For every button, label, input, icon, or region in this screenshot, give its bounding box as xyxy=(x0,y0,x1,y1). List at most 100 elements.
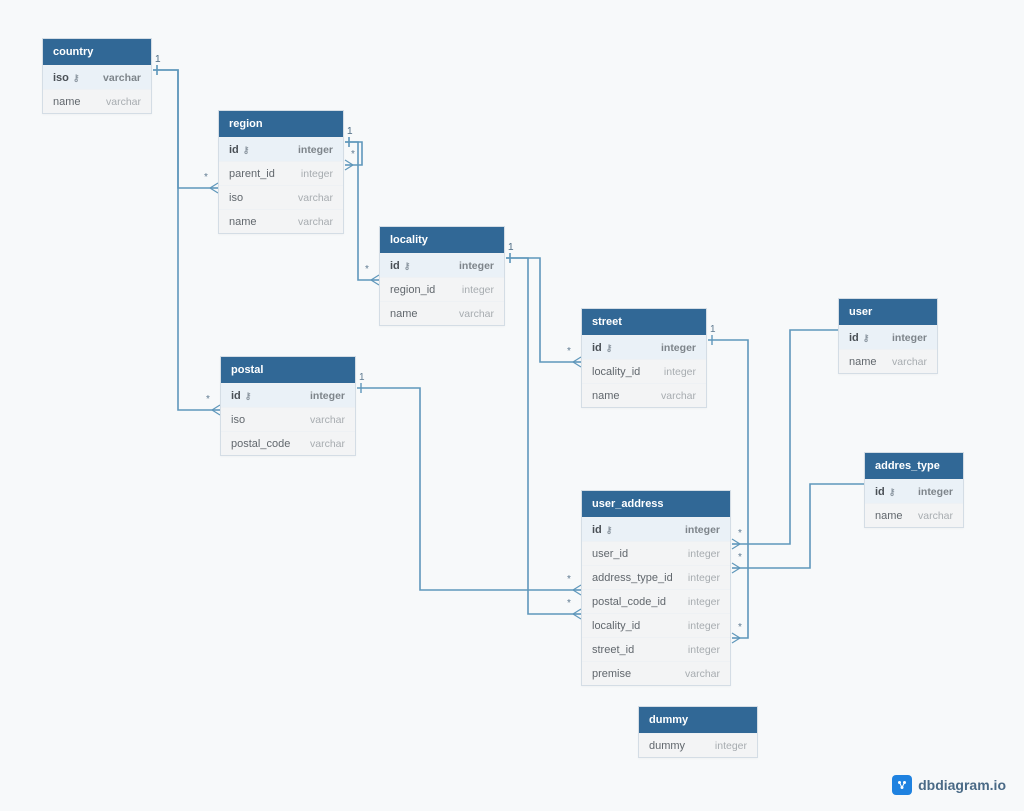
column-name: parent_id xyxy=(229,168,275,180)
table-row[interactable]: namevarchar xyxy=(219,209,343,233)
svg-text:*: * xyxy=(567,346,571,357)
column-name: premise xyxy=(592,668,631,680)
table-row[interactable]: isovarchar xyxy=(219,185,343,209)
table-row[interactable]: locality_idinteger xyxy=(582,613,730,637)
relationship-edge xyxy=(345,142,379,280)
key-icon: ⚷ xyxy=(889,487,896,498)
table-country[interactable]: countryiso⚷varchar name varchar xyxy=(42,38,152,114)
column-type: integer xyxy=(892,332,927,344)
svg-text:*: * xyxy=(567,574,571,585)
column-name: address_type_id xyxy=(592,572,673,584)
svg-text:1: 1 xyxy=(359,372,365,383)
table-row[interactable]: id⚷ integer xyxy=(582,517,730,541)
table-header[interactable]: postal xyxy=(221,357,355,383)
table-header[interactable]: street xyxy=(582,309,706,335)
table-row[interactable]: region_idinteger xyxy=(380,277,504,301)
table-row[interactable]: postal_codevarchar xyxy=(221,431,355,455)
svg-text:1: 1 xyxy=(710,324,716,335)
table-header[interactable]: user_address xyxy=(582,491,730,517)
column-type: integer xyxy=(688,596,720,608)
table-header[interactable]: user xyxy=(839,299,937,325)
svg-text:1: 1 xyxy=(347,126,353,137)
table-row[interactable]: namevarchar xyxy=(839,349,937,373)
table-header[interactable]: dummy xyxy=(639,707,757,733)
table-region[interactable]: regionid⚷integer parent_id integer isovarch… xyxy=(218,110,344,234)
column-type: varchar xyxy=(892,356,927,368)
table-header[interactable]: addres_type xyxy=(865,453,963,479)
table-row[interactable]: namevarchar xyxy=(380,301,504,325)
table-row[interactable]: id⚷ integer xyxy=(380,253,504,277)
table-user[interactable]: userid⚷integernamevarchar xyxy=(838,298,938,374)
column-name: iso xyxy=(229,192,243,204)
key-icon: ⚷ xyxy=(606,525,613,536)
table-row[interactable]: dummy integer xyxy=(639,733,757,757)
column-name: name xyxy=(592,390,620,402)
svg-text:*: * xyxy=(206,394,210,405)
table-row[interactable]: namevarchar xyxy=(865,503,963,527)
table-row[interactable]: street_idinteger xyxy=(582,637,730,661)
relationship-edge xyxy=(153,70,220,410)
key-icon: ⚷ xyxy=(73,73,80,84)
table-row[interactable]: iso⚷varchar xyxy=(43,65,151,89)
table-dummy[interactable]: dummy dummy integer xyxy=(638,706,758,758)
table-row[interactable]: name varchar xyxy=(43,89,151,113)
table-row[interactable]: address_type_idinteger xyxy=(582,565,730,589)
table-row[interactable]: id⚷integer xyxy=(219,137,343,161)
table-row[interactable]: id⚷integer xyxy=(865,479,963,503)
table-row[interactable]: premisevarchar xyxy=(582,661,730,685)
table-row[interactable]: user_id integer xyxy=(582,541,730,565)
key-icon: ⚷ xyxy=(863,333,870,344)
column-type: varchar xyxy=(106,96,141,108)
column-name: name xyxy=(53,96,81,108)
column-type: integer xyxy=(459,260,494,272)
key-icon: ⚷ xyxy=(245,391,252,402)
column-type: integer xyxy=(685,524,720,536)
svg-text:1: 1 xyxy=(155,54,161,65)
watermark-text: dbdiagram.io xyxy=(918,777,1006,793)
table-row[interactable]: id⚷integer xyxy=(839,325,937,349)
table-locality[interactable]: locality id⚷ integer region_idintegernameva… xyxy=(379,226,505,326)
relationship-edge xyxy=(506,258,581,614)
table-postal[interactable]: postalid⚷integerisovarcharpostal_codevar… xyxy=(220,356,356,456)
table-street[interactable]: streetid⚷integerlocality_idintegername va… xyxy=(581,308,707,408)
column-name: locality_id xyxy=(592,366,640,378)
relationship-edge xyxy=(345,142,362,165)
column-name: id⚷ xyxy=(390,260,410,272)
svg-text:1: 1 xyxy=(508,242,514,253)
table-header[interactable]: region xyxy=(219,111,343,137)
table-header[interactable]: country xyxy=(43,39,151,65)
key-icon: ⚷ xyxy=(606,343,613,354)
column-type: integer xyxy=(301,168,333,180)
column-type: integer xyxy=(688,620,720,632)
svg-text:1: 1 xyxy=(508,242,514,253)
relationship-edge xyxy=(732,330,838,544)
column-name: id⚷ xyxy=(592,524,612,536)
dbdiagram-logo-icon xyxy=(892,775,912,795)
column-type: integer xyxy=(715,740,747,752)
column-name: dummy xyxy=(649,740,685,752)
column-name: iso⚷ xyxy=(53,72,80,84)
table-user_address[interactable]: user_addressid⚷integeruser_idintegeraddr… xyxy=(581,490,731,686)
column-name: iso xyxy=(231,414,245,426)
table-row[interactable]: name varchar xyxy=(582,383,706,407)
table-row[interactable]: locality_idinteger xyxy=(582,359,706,383)
table-row[interactable]: id⚷integer xyxy=(221,383,355,407)
column-name: name xyxy=(390,308,418,320)
table-row[interactable]: postal_code_idinteger xyxy=(582,589,730,613)
relationship-edge xyxy=(506,258,581,362)
table-row[interactable]: parent_id integer xyxy=(219,161,343,185)
column-name: street_id xyxy=(592,644,634,656)
table-header[interactable]: locality xyxy=(380,227,504,253)
svg-text:*: * xyxy=(204,172,208,183)
column-type: integer xyxy=(688,548,720,560)
column-name: user_id xyxy=(592,548,628,560)
column-type: varchar xyxy=(310,438,345,450)
column-name: id⚷ xyxy=(875,486,895,498)
diagram-connections: 1*1*1*1*1*1*1*1*1*1* xyxy=(0,0,1024,811)
table-row[interactable]: iso varchar xyxy=(221,407,355,431)
table-row[interactable]: id⚷integer xyxy=(582,335,706,359)
table-addres_type[interactable]: addres_typeid⚷integernamevarchar xyxy=(864,452,964,528)
column-type: varchar xyxy=(310,414,345,426)
column-type: integer xyxy=(298,144,333,156)
column-type: varchar xyxy=(661,390,696,402)
